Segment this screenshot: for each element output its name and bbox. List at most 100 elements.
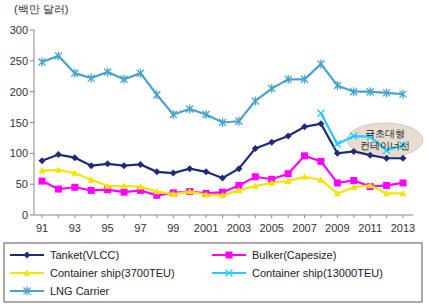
x-tick (140, 215, 141, 218)
series-marker (219, 192, 226, 198)
series-marker (71, 184, 78, 191)
series-marker (252, 145, 259, 152)
x-tick (124, 215, 125, 218)
series-marker (88, 176, 95, 182)
series-marker (137, 161, 144, 168)
series-marker (252, 183, 259, 189)
annotation-line: 극초대형 (365, 128, 405, 139)
legend-marker (24, 252, 31, 259)
series-marker (219, 118, 226, 127)
x-tick (74, 215, 75, 218)
legend-box (4, 243, 422, 302)
x-tick-label: 2013 (391, 222, 415, 234)
series-marker (400, 155, 407, 162)
series-marker (268, 84, 275, 93)
series-marker (317, 110, 324, 117)
series-marker (252, 96, 259, 105)
series-marker (285, 75, 292, 84)
x-tick (337, 215, 338, 218)
series-marker (104, 67, 111, 76)
x-tick (403, 215, 404, 218)
legend-marker (24, 270, 31, 276)
x-tick-label: 2001 (194, 222, 218, 234)
series-marker (350, 184, 357, 190)
series-marker (383, 155, 390, 162)
series-marker (203, 191, 210, 197)
series-marker (350, 177, 357, 184)
y-tick (30, 184, 34, 185)
series-marker (350, 148, 357, 155)
series-marker (39, 157, 46, 164)
series-marker (170, 191, 177, 197)
series-marker (104, 160, 111, 167)
legend-marker (226, 270, 233, 277)
series-marker (121, 162, 128, 169)
x-tick (222, 215, 223, 218)
series-marker (219, 175, 226, 182)
y-tick-label: 100 (10, 147, 28, 159)
series-marker (235, 165, 242, 172)
annotation-line: 컨테이너선 (360, 140, 410, 151)
y-tick-label: 150 (10, 117, 28, 129)
y-axis-label: (백만 달러) (14, 3, 68, 15)
x-tick-label: 2005 (259, 222, 283, 234)
series-line (42, 124, 403, 178)
x-tick (288, 215, 289, 218)
series-marker (55, 166, 62, 172)
series-marker (170, 110, 177, 119)
y-tick-label: 300 (10, 24, 28, 36)
x-tick (42, 215, 43, 218)
series-marker (88, 162, 95, 169)
x-tick (255, 215, 256, 218)
series-marker (285, 178, 292, 184)
series-marker (104, 183, 111, 189)
x-tick (320, 215, 321, 218)
series-marker (170, 170, 177, 177)
series-marker (334, 179, 341, 186)
series-marker (235, 187, 242, 193)
x-tick-label: 2007 (292, 222, 316, 234)
series-marker (334, 141, 341, 148)
y-tick (30, 60, 34, 61)
series-marker (137, 69, 144, 78)
series-marker (39, 178, 46, 185)
legend-marker (24, 287, 31, 296)
legend-label: Tanket(VLCC) (50, 249, 119, 261)
x-tick-label: 93 (69, 222, 81, 234)
series-marker (153, 168, 160, 175)
y-tick (30, 153, 34, 154)
series-marker (367, 182, 374, 188)
series-marker (137, 183, 144, 189)
series-marker (383, 88, 390, 97)
y-tick (30, 91, 34, 92)
series-marker (317, 59, 324, 68)
series-marker (317, 158, 324, 165)
y-tick (30, 215, 34, 216)
legend-label: Container ship(13000TEU) (252, 267, 383, 279)
x-tick (271, 215, 272, 218)
series-marker (235, 117, 242, 126)
x-tick-label: 95 (102, 222, 114, 234)
series-marker (55, 186, 62, 193)
x-tick-label: 2011 (358, 222, 382, 234)
series-marker (317, 120, 324, 127)
series-marker (39, 167, 46, 173)
plot-area (39, 51, 407, 198)
series-marker (350, 87, 357, 96)
series-marker (121, 183, 128, 189)
x-tick (58, 215, 59, 218)
series-marker (367, 87, 374, 96)
x-tick-label: 99 (167, 222, 179, 234)
x-tick (238, 215, 239, 218)
y-tick-label: 50 (16, 178, 28, 190)
x-tick (353, 215, 354, 218)
x-tick (386, 215, 387, 218)
legend-marker (226, 252, 233, 259)
series-marker (153, 90, 160, 99)
series-marker (55, 51, 62, 60)
x-tick (189, 215, 190, 218)
series-line (42, 156, 403, 195)
series-line (42, 170, 403, 195)
x-tick-label: 91 (36, 222, 48, 234)
series-marker (186, 188, 193, 194)
